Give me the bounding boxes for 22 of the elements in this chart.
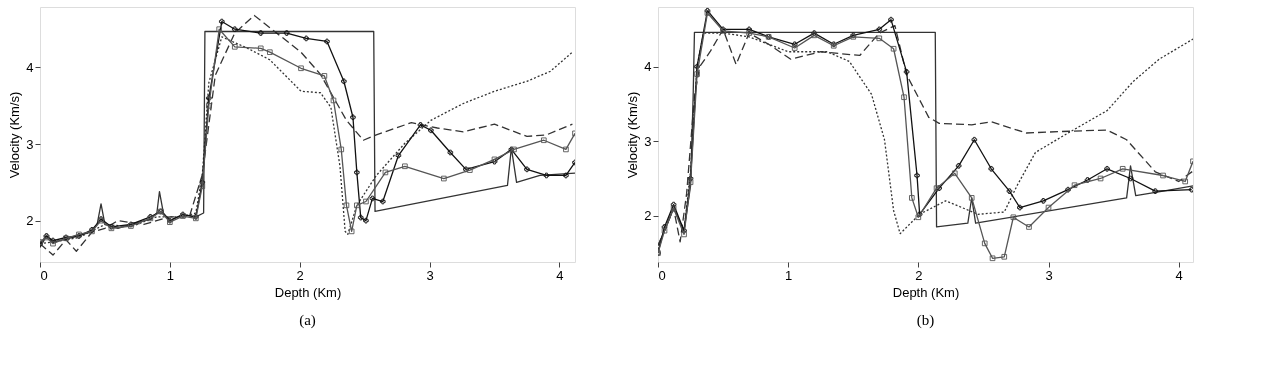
y-tick-label: 3 bbox=[26, 136, 34, 152]
text: (a) bbox=[299, 312, 316, 329]
y-tick-label: 2 bbox=[644, 208, 652, 224]
y-axis-title: Velocity (Km/s) bbox=[7, 91, 23, 179]
x-tick-label: 0 bbox=[658, 267, 666, 283]
x-tick-label: 2 bbox=[296, 267, 304, 283]
x-tick-label: 3 bbox=[1045, 267, 1053, 283]
x-axis-title: Depth (Km) bbox=[892, 284, 960, 300]
x-tick-label: 1 bbox=[166, 267, 174, 283]
y-axis-title: Velocity (Km/s) bbox=[625, 91, 641, 179]
x-tick-label: 1 bbox=[785, 267, 793, 283]
x-axis-title: Depth (Km) bbox=[274, 284, 342, 300]
x-tick-label: 4 bbox=[1175, 267, 1183, 283]
x-tick-label: 0 bbox=[40, 267, 48, 283]
y-tick-label: 4 bbox=[26, 60, 34, 75]
text: (b) bbox=[916, 312, 935, 329]
x-tick-label: 4 bbox=[556, 267, 564, 283]
x-tick-label: 2 bbox=[915, 267, 923, 283]
y-tick-label: 3 bbox=[644, 133, 652, 149]
y-tick-label: 2 bbox=[26, 213, 34, 229]
y-tick-label: 4 bbox=[644, 59, 652, 75]
x-tick-label: 3 bbox=[426, 267, 434, 283]
